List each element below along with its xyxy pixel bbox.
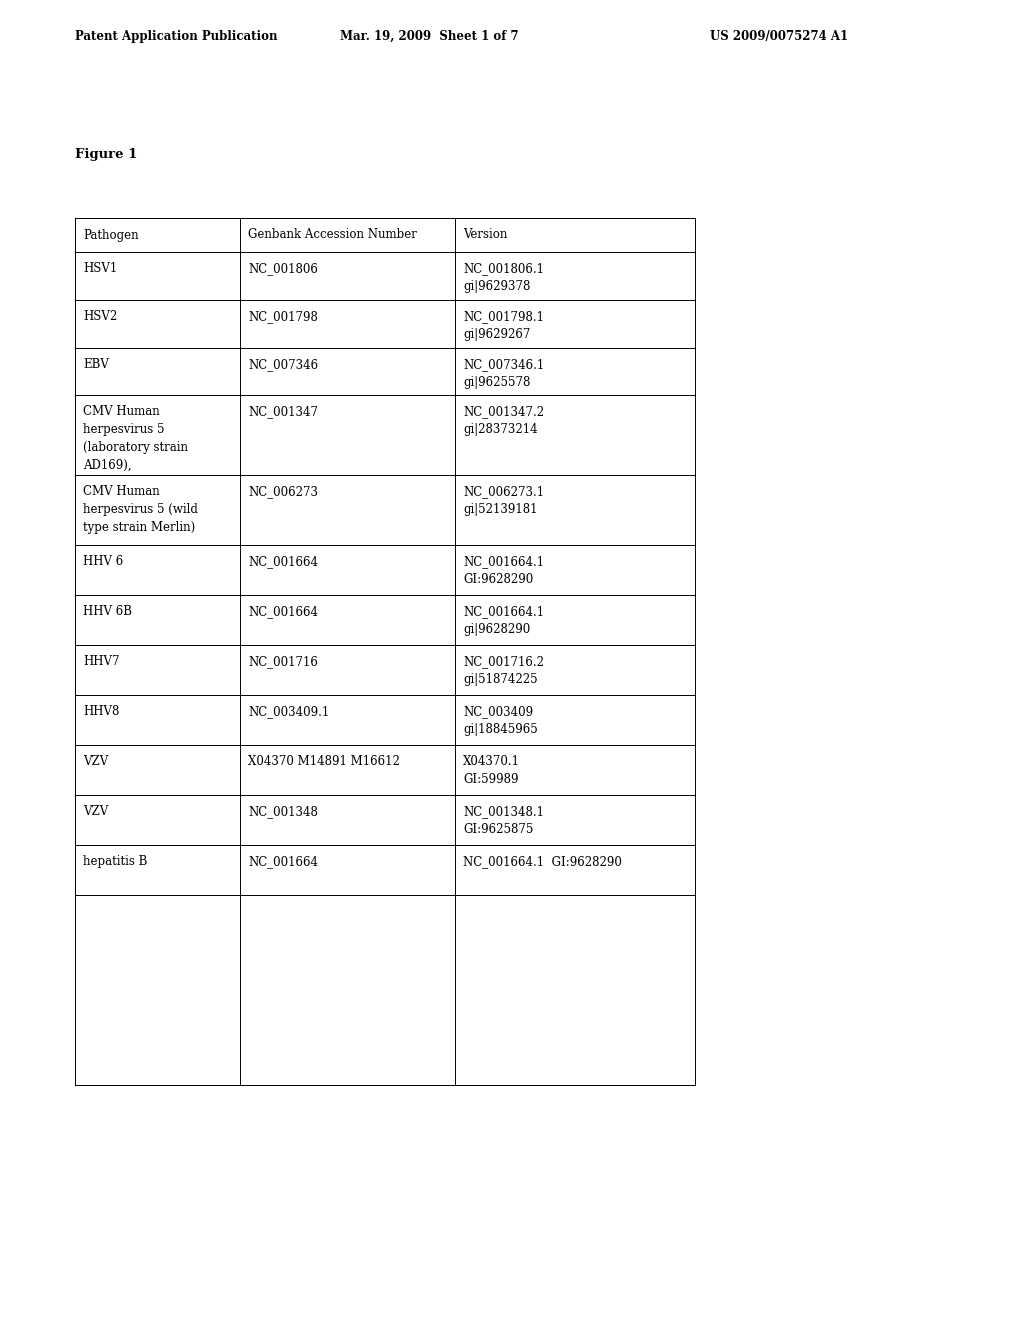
Text: Patent Application Publication: Patent Application Publication bbox=[75, 30, 278, 44]
Text: HHV8: HHV8 bbox=[83, 705, 120, 718]
Text: Mar. 19, 2009  Sheet 1 of 7: Mar. 19, 2009 Sheet 1 of 7 bbox=[340, 30, 518, 44]
Text: HHV 6: HHV 6 bbox=[83, 554, 123, 568]
Text: CMV Human
herpesvirus 5
(laboratory strain
AD169),: CMV Human herpesvirus 5 (laboratory stra… bbox=[83, 405, 188, 473]
Text: NC_001348.1
GI:9625875: NC_001348.1 GI:9625875 bbox=[463, 805, 544, 836]
Text: Genbank Accession Number: Genbank Accession Number bbox=[248, 228, 417, 242]
Text: Pathogen: Pathogen bbox=[83, 228, 138, 242]
Text: NC_001798.1
gi|9629267: NC_001798.1 gi|9629267 bbox=[463, 310, 544, 341]
Text: NC_001664.1
GI:9628290: NC_001664.1 GI:9628290 bbox=[463, 554, 544, 586]
Text: hepatitis B: hepatitis B bbox=[83, 855, 147, 869]
Text: NC_007346: NC_007346 bbox=[248, 358, 318, 371]
Text: NC_001664: NC_001664 bbox=[248, 605, 318, 618]
Text: Version: Version bbox=[463, 228, 507, 242]
Text: X04370.1
GI:59989: X04370.1 GI:59989 bbox=[463, 755, 520, 785]
Text: NC_001806: NC_001806 bbox=[248, 261, 317, 275]
Text: NC_001348: NC_001348 bbox=[248, 805, 317, 818]
Text: NC_001806.1
gi|9629378: NC_001806.1 gi|9629378 bbox=[463, 261, 544, 293]
Text: NC_007346.1
gi|9625578: NC_007346.1 gi|9625578 bbox=[463, 358, 544, 389]
Text: CMV Human
herpesvirus 5 (wild
type strain Merlin): CMV Human herpesvirus 5 (wild type strai… bbox=[83, 484, 198, 535]
Text: Figure 1: Figure 1 bbox=[75, 148, 137, 161]
Text: HHV 6B: HHV 6B bbox=[83, 605, 132, 618]
Text: VZV: VZV bbox=[83, 805, 109, 818]
Text: VZV: VZV bbox=[83, 755, 109, 768]
Text: HHV7: HHV7 bbox=[83, 655, 120, 668]
Text: NC_001664.1  GI:9628290: NC_001664.1 GI:9628290 bbox=[463, 855, 622, 869]
Text: NC_003409
gi|18845965: NC_003409 gi|18845965 bbox=[463, 705, 538, 737]
Text: NC_001347.2
gi|28373214: NC_001347.2 gi|28373214 bbox=[463, 405, 544, 436]
Text: NC_006273: NC_006273 bbox=[248, 484, 318, 498]
Text: NC_001716.2
gi|51874225: NC_001716.2 gi|51874225 bbox=[463, 655, 544, 686]
Text: HSV2: HSV2 bbox=[83, 310, 118, 323]
Text: NC_001664: NC_001664 bbox=[248, 554, 318, 568]
Text: HSV1: HSV1 bbox=[83, 261, 118, 275]
Text: US 2009/0075274 A1: US 2009/0075274 A1 bbox=[710, 30, 848, 44]
Text: NC_001664: NC_001664 bbox=[248, 855, 318, 869]
Text: NC_001347: NC_001347 bbox=[248, 405, 318, 418]
Text: NC_001798: NC_001798 bbox=[248, 310, 317, 323]
Text: NC_001716: NC_001716 bbox=[248, 655, 317, 668]
Text: NC_001664.1
gi|9628290: NC_001664.1 gi|9628290 bbox=[463, 605, 544, 636]
Text: NC_003409.1: NC_003409.1 bbox=[248, 705, 330, 718]
Text: NC_006273.1
gi|52139181: NC_006273.1 gi|52139181 bbox=[463, 484, 544, 516]
Text: X04370 M14891 M16612: X04370 M14891 M16612 bbox=[248, 755, 400, 768]
Text: EBV: EBV bbox=[83, 358, 109, 371]
